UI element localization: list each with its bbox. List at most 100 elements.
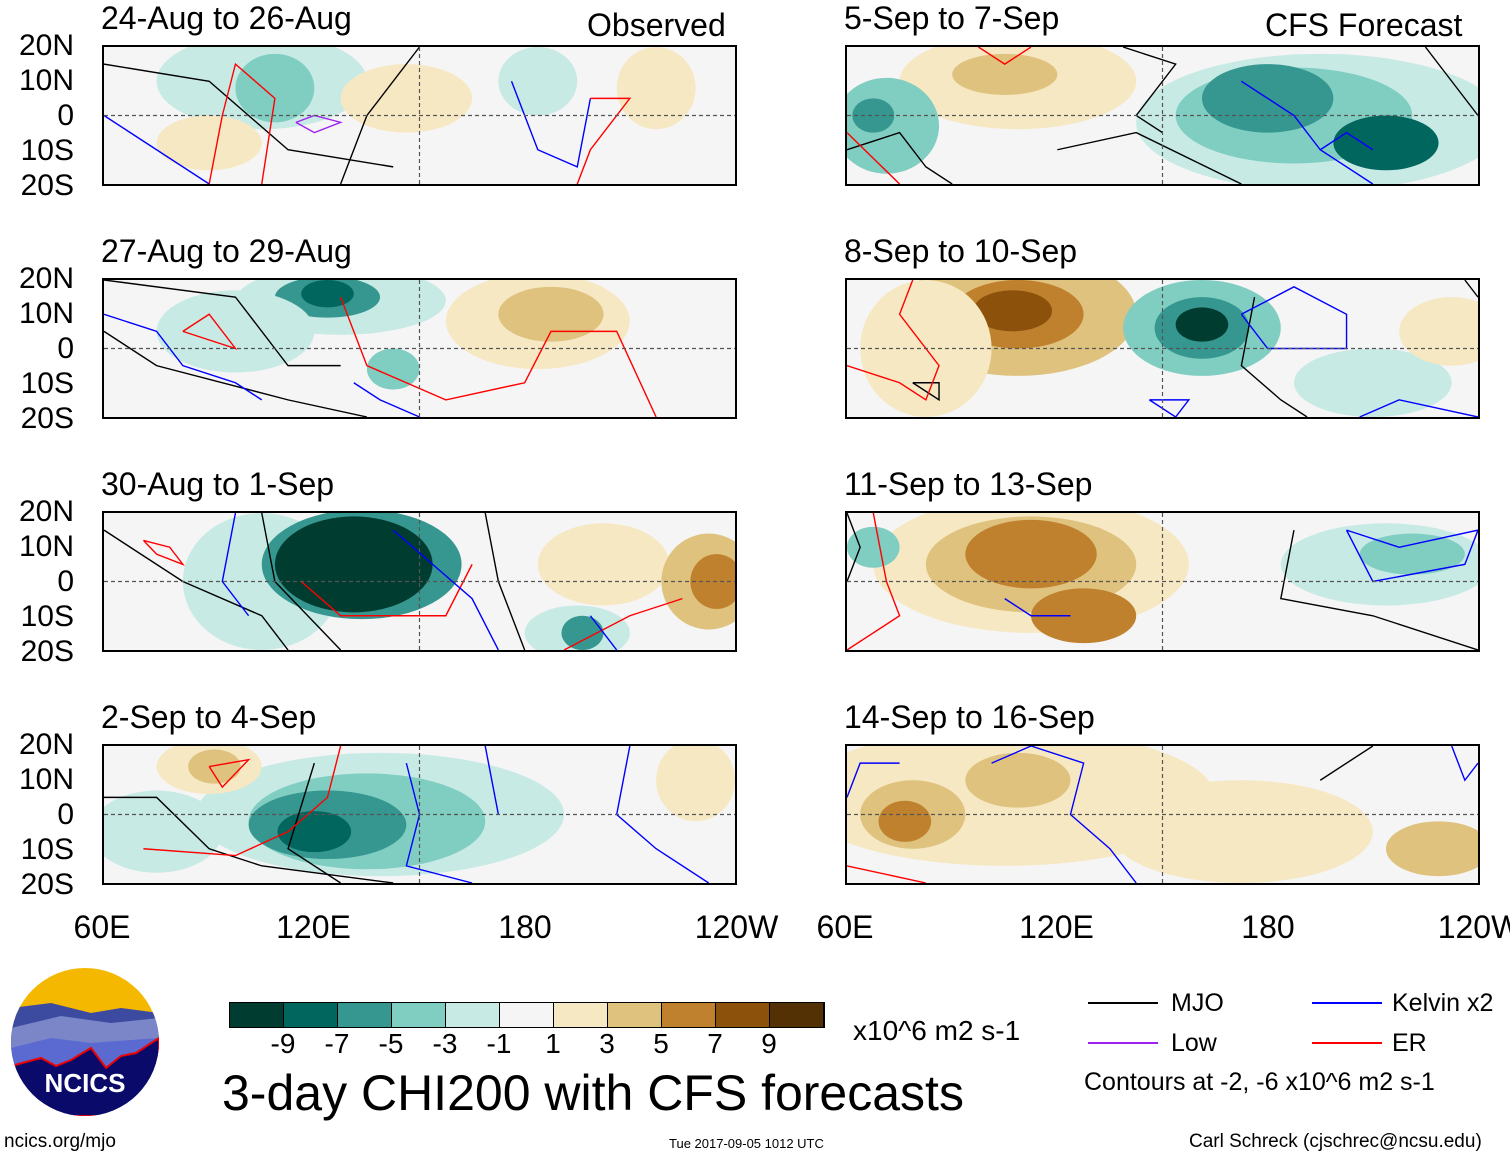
observed-header: Observed (587, 7, 726, 43)
anomaly-region (188, 749, 241, 784)
contour-line (992, 746, 1137, 883)
lat-label: 20S (20, 169, 74, 202)
lat-label: 20S (20, 868, 74, 901)
contour-note: Contours at -2, -6 x10^6 m2 s-1 (1084, 1068, 1435, 1096)
map-panel-2 (102, 511, 737, 652)
contour-line (564, 599, 682, 650)
contour-line (978, 47, 1031, 64)
forecast-header: CFS Forecast (1265, 7, 1463, 43)
anomaly-region (156, 290, 315, 373)
lat-label: 0 (57, 332, 74, 365)
contour-line (847, 763, 900, 797)
panel-title: 27-Aug to 29-Aug (101, 233, 352, 269)
anomaly-region (973, 290, 1053, 332)
panel-title: 2-Sep to 4-Sep (101, 699, 317, 735)
anomaly-region (1333, 115, 1439, 171)
mjo-legend-line (1088, 1002, 1158, 1004)
contour-line (847, 513, 900, 650)
lat-label: 10S (20, 600, 74, 633)
lat-label: 10S (20, 134, 74, 167)
contour-line (913, 383, 939, 400)
contour-line (1360, 400, 1478, 417)
contour-line (104, 64, 393, 167)
contour-line (1123, 47, 1176, 133)
anomaly-region (235, 53, 315, 123)
lat-label: 10N (18, 530, 74, 563)
map-panel-4 (845, 45, 1480, 186)
lon-label: 180 (1241, 909, 1295, 945)
contour-line (1347, 530, 1478, 581)
panel-title: 11-Sep to 13-Sep (844, 466, 1093, 502)
contour-line (590, 616, 616, 650)
colorbar-units: x10^6 m2 s-1 (853, 1015, 1021, 1046)
contour-line (1241, 287, 1346, 349)
contour-line (1149, 400, 1188, 417)
anomaly-region (366, 348, 420, 390)
anomaly-region (690, 554, 735, 609)
contour-line (296, 116, 341, 133)
contour-line (104, 331, 367, 417)
contour-line (1425, 47, 1478, 116)
contour-line (104, 530, 288, 650)
legend-kelvin: Kelvin x2 (1392, 989, 1494, 1017)
contour-line (1057, 133, 1241, 184)
colorbar-tick: 7 (707, 1028, 723, 1059)
colorbar-tick: -7 (324, 1028, 350, 1059)
logo-text: NCICS (45, 1068, 126, 1098)
colorbar-swatch (608, 1003, 662, 1027)
colorbar-swatch (716, 1003, 770, 1027)
footer-timestamp: Tue 2017-09-05 1012 UTC (669, 1136, 824, 1151)
kelvin-legend-line (1312, 1002, 1382, 1004)
contour-line (209, 64, 275, 184)
contour-line (1281, 530, 1478, 650)
colorbar-swatch (446, 1003, 500, 1027)
contour-line (209, 760, 248, 787)
lat-label: 10N (18, 297, 74, 330)
anomaly-region (965, 519, 1097, 589)
contour-line (847, 133, 952, 184)
legend-mjo: MJO (1171, 989, 1224, 1017)
map-panel-0 (102, 45, 737, 186)
map-panel-7 (845, 744, 1480, 885)
contour-line (104, 280, 341, 366)
anomaly-region (340, 64, 473, 133)
colorbar-tick: -5 (378, 1028, 404, 1059)
figure-title: 3-day CHI200 with CFS forecasts (222, 1065, 964, 1121)
contour-line (1452, 746, 1478, 780)
contour-line (143, 540, 182, 564)
colorbar-swatch (230, 1003, 284, 1027)
map-panel-6 (845, 511, 1480, 652)
anomaly-region (656, 746, 735, 822)
footer-url[interactable]: ncics.org/mjo (4, 1131, 116, 1152)
contour-line (577, 98, 630, 184)
anomaly-region (616, 47, 696, 130)
anomaly-region (498, 47, 578, 116)
colorbar-swatch (554, 1003, 608, 1027)
contour-line (485, 746, 498, 815)
lon-label: 60E (73, 909, 131, 945)
lat-label: 10N (18, 763, 74, 796)
colorbar-swatch (284, 1003, 338, 1027)
lon-label: 120E (276, 909, 351, 945)
colorbar-tick: 1 (545, 1028, 561, 1059)
contour-line (104, 314, 262, 400)
lat-label: 10S (20, 833, 74, 866)
colorbar-tick: -9 (270, 1028, 296, 1059)
colorbar-swatch (392, 1003, 446, 1027)
ncics-logo: NCICS (11, 968, 159, 1116)
lon-label: 120W (1437, 909, 1510, 945)
contour-line (847, 513, 860, 582)
colorbar-swatch (500, 1003, 554, 1027)
footer-credit: Carl Schreck (cjschrec@ncsu.edu) (1189, 1131, 1482, 1152)
lon-label: 180 (498, 909, 552, 945)
lat-label: 20N (18, 495, 74, 528)
colorbar-tick: -1 (486, 1028, 512, 1059)
anomaly-region (847, 526, 900, 568)
map-panel-3 (102, 744, 737, 885)
anomaly-region (274, 516, 433, 613)
anomaly-region (301, 280, 354, 308)
colorbar-swatch (770, 1003, 824, 1027)
anomaly-region (537, 523, 670, 606)
lat-label: 10S (20, 367, 74, 400)
lon-label: 60E (816, 909, 874, 945)
